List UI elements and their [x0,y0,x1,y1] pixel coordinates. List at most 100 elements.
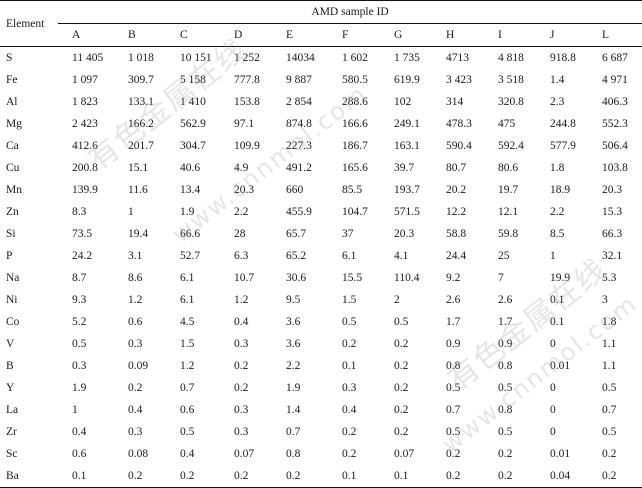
value-cell: 0 [550,382,556,394]
value-cell: 0.4 [180,448,195,460]
value-cell: 1.1 [602,360,617,372]
value-cell: 874.8 [286,118,312,130]
value-cell: 0.2 [114,465,166,488]
value-cell: 24.4 [446,250,467,262]
value-cell: 4 971 [602,74,628,86]
value-cell: 37 [342,228,354,240]
value-cell: 660 [286,184,304,196]
table-row: Al 1 823 133.1 1 410 153.8 2 854 288.6 102 314 32… [0,91,642,113]
element-cell: V [6,338,15,350]
value-cell: 918.8 [550,52,576,64]
value-cell: 6.1 [180,294,195,306]
table-row: V 0.5 0.3 1.5 0.3 3.6 0.2 0.2 0.9 0.9 0 1.1 [0,333,642,355]
value-cell: 0.2 [394,360,409,372]
value-cell: 1.9 [72,382,87,394]
value-cell: 80.7 [446,162,467,174]
value-cell: 0.5 [602,426,617,438]
value-cell: 103.8 [602,162,628,174]
table-row: Sc 0.6 0.08 0.4 0.07 0.8 0.2 0.07 0.2 0.2 0.01 0.2 [0,443,642,465]
value-cell: 2.6 [446,294,461,306]
value-cell: 0.2 [394,382,409,394]
value-cell: 0.2 [498,448,513,460]
value-cell: 0.3 [342,382,357,394]
value-cell: 20.2 [446,184,467,196]
value-cell: 1.4 [550,74,565,86]
value-cell: 0.1 [550,316,565,328]
column-header-b: B [114,23,166,47]
value-cell: 0.3 [234,338,249,350]
value-cell: 2 423 [72,118,98,130]
value-cell: 5.3 [602,272,617,284]
value-cell: 0.5 [342,316,357,328]
value-cell: 0.2 [446,448,461,460]
value-cell: 0.8 [498,404,513,416]
value-cell: 592.4 [498,140,524,152]
value-cell: 314 [446,96,464,108]
element-cell: B [6,360,14,372]
element-cell: Mg [6,118,22,130]
element-cell: Fe [6,74,18,86]
element-cell: Sc [6,448,18,460]
value-cell: 15.3 [602,206,623,218]
table-body: S 11 405 1 018 10 151 1 252 14034 1 602 1 735 47… [0,47,642,488]
value-cell: 153.8 [234,96,260,108]
value-cell: 0.01 [550,360,571,372]
value-cell: 8.5 [550,228,565,240]
value-cell: 0.07 [394,448,415,460]
table-row: Ni 9.3 1.2 6.1 1.2 9.5 1.5 2 2.6 2.6 0.1 3 [0,289,642,311]
column-header-e: E [272,23,328,47]
value-cell: 109.9 [234,140,260,152]
value-cell: 201.7 [128,140,154,152]
value-cell: 0 [550,338,556,350]
value-cell: 2 854 [286,96,312,108]
value-cell: 30.6 [286,272,307,284]
value-cell: 6.1 [180,272,195,284]
value-cell: 9.3 [72,294,87,306]
value-cell: 249.1 [394,118,420,130]
value-cell: 406.3 [602,96,628,108]
value-cell: 166.2 [128,118,154,130]
value-cell: 0.2 [588,465,642,488]
value-cell: 0.5 [602,382,617,394]
value-cell: 0.2 [220,465,272,488]
table-row: Ca 412.6 201.7 304.7 109.9 227.3 186.7 163.1 590… [0,135,642,157]
table-row: Y 1.9 0.2 0.7 0.2 1.9 0.3 0.2 0.5 0.5 0 0.5 [0,377,642,399]
value-cell: 200.8 [72,162,98,174]
value-cell: 1.5 [180,338,195,350]
value-cell: 0.2 [166,465,220,488]
value-cell: 12.1 [498,206,519,218]
value-cell: 0.5 [446,382,461,394]
value-cell: 6 687 [602,52,628,64]
value-cell: 0.5 [446,426,461,438]
value-cell: 590.4 [446,140,472,152]
element-cell: Ca [6,140,19,152]
value-cell: 8.3 [72,206,87,218]
element-cell: La [6,404,19,416]
column-header-j: J [536,23,588,47]
column-header-h: H [432,23,484,47]
value-cell: 11 405 [72,52,104,64]
value-cell: 0.2 [394,338,409,350]
value-cell: 1.4 [286,404,301,416]
value-cell: 19.9 [550,272,571,284]
value-cell: 193.7 [394,184,420,196]
value-cell: 0.2 [342,426,357,438]
table-row: La 1 0.4 0.6 0.3 1.4 0.4 0.2 0.7 0.8 0 0.7 [0,399,642,421]
column-header-l: L [588,23,642,47]
value-cell: 0.5 [180,426,195,438]
table-row: Na 8.7 8.6 6.1 10.7 30.6 15.5 110.4 9.2 7 19.9 5.3 [0,267,642,289]
value-cell: 0.1 [550,294,565,306]
value-cell: 777.8 [234,74,260,86]
value-cell: 11.6 [128,184,148,196]
value-cell: 0.7 [180,382,195,394]
value-cell: 1 252 [234,52,260,64]
table-row: Mg 2 423 166.2 562.9 97.1 874.8 166.6 249.1 478.… [0,113,642,135]
value-cell: 25 [498,250,510,262]
group-header: AMD sample ID [58,0,642,24]
value-cell: 24.2 [72,250,93,262]
value-cell: 1.2 [234,294,249,306]
table-row: P 24.2 3.1 52.7 6.3 65.2 6.1 4.1 24.4 25 1 32.1 [0,245,642,267]
value-cell: 6.1 [342,250,357,262]
